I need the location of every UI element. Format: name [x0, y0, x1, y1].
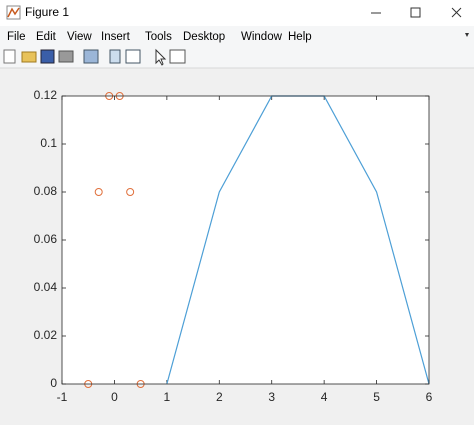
app-icon	[6, 5, 21, 20]
x-tick-label: 4	[321, 390, 328, 404]
menu-item[interactable]: Help	[288, 31, 312, 43]
x-tick-label: 0	[111, 390, 118, 404]
x-tick-label: -1	[57, 390, 68, 404]
open-icon[interactable]	[21, 51, 37, 63]
x-tick-label: 2	[216, 390, 223, 404]
dock-arrow[interactable]	[465, 33, 469, 37]
menu-item[interactable]: Edit	[36, 31, 57, 43]
menu-item[interactable]: Tools	[145, 31, 172, 43]
property-icon[interactable]	[169, 49, 186, 64]
menu-bar	[0, 26, 474, 46]
menu-item[interactable]: View	[67, 31, 92, 43]
scatter-point	[126, 188, 135, 196]
x-tick-label: 5	[373, 390, 380, 404]
x-tick-label: 3	[268, 390, 275, 404]
axes: -1 0 1 2 3 4 5 600.020.040.060.080.10.12	[34, 88, 433, 404]
menu-item[interactable]: File	[7, 31, 26, 43]
y-tick-label: 0	[50, 376, 57, 390]
close-button[interactable]	[451, 7, 462, 18]
new-icon[interactable]	[3, 49, 16, 64]
maximize-button[interactable]	[410, 7, 421, 18]
x-tick-label: 1	[164, 390, 171, 404]
title-bar	[0, 0, 474, 26]
toolbar-icons	[3, 48, 186, 66]
pointer-icon[interactable]	[155, 48, 167, 66]
y-tick-label: 0.08	[34, 184, 58, 198]
colorbar-icon[interactable]	[109, 49, 121, 64]
menu-item[interactable]: Insert	[101, 31, 131, 43]
y-tick-label: 0.02	[34, 328, 58, 342]
link-icon[interactable]	[83, 49, 99, 64]
window-title: Figure 1	[25, 5, 69, 19]
y-tick-label: 0.1	[40, 136, 57, 150]
menu-item[interactable]: Desktop	[183, 31, 225, 43]
plot-area	[62, 96, 429, 384]
axes-box	[61, 95, 430, 385]
y-tick-label: 0.04	[34, 280, 58, 294]
y-tick-label: 0.06	[34, 232, 58, 246]
menu-item[interactable]: Window	[241, 31, 283, 43]
menu: File Edit View Insert Tools Desktop Window Help	[7, 31, 312, 43]
legend-icon[interactable]	[125, 49, 141, 64]
scatter-point	[94, 188, 103, 196]
print-icon[interactable]	[58, 50, 74, 63]
x-tick-label: 6	[426, 390, 433, 404]
y-tick-label: 0.12	[34, 88, 58, 102]
save-icon[interactable]	[40, 49, 55, 64]
